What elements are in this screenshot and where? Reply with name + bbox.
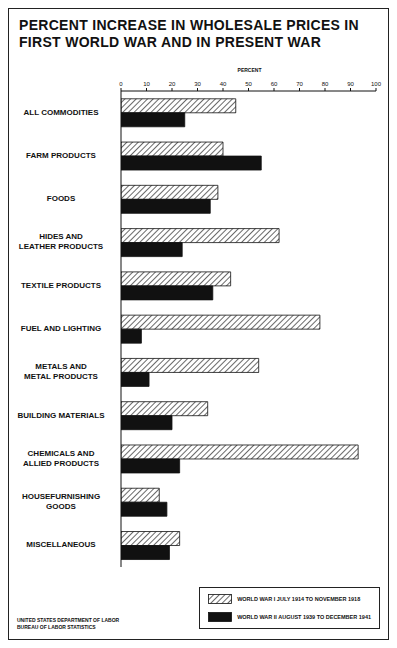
html-text:BUREAU OF LABOR STATISTICS: BUREAU OF LABOR STATISTICS [17,624,96,630]
html-text:WORLD WAR I JULY 1914 TO NOVEM: WORLD WAR I JULY 1914 TO NOVEMBER 1918 [237,596,361,602]
svg-text:BUILDING MATERIALS: BUILDING MATERIALS [18,411,106,420]
svg-text:MISCELLANEOUS: MISCELLANEOUS [26,540,96,549]
svg-text:70: 70 [296,81,303,87]
html-text:UNITED STATES DEPARTMENT OF LA: UNITED STATES DEPARTMENT OF LABOR [17,617,120,623]
svg-text:80: 80 [322,81,329,87]
svg-text:FOODS: FOODS [47,194,76,203]
html-text:PERCENT INCREASE IN WHOLESALE: PERCENT INCREASE IN WHOLESALE PRICES IN … [19,17,359,50]
svg-text:40: 40 [220,81,227,87]
svg-text:0: 0 [119,81,123,87]
svg-text:CHEMICALS ANDALLIED PRODUCTS: CHEMICALS ANDALLIED PRODUCTS [23,449,100,468]
svg-text:50: 50 [245,81,252,87]
svg-text:METALS ANDMETAL PRODUCTS: METALS ANDMETAL PRODUCTS [24,362,99,381]
svg-text:HOUSEFURNISHINGGOODS: HOUSEFURNISHINGGOODS [22,492,100,511]
svg-text:ALL COMMODITIES: ALL COMMODITIES [24,108,100,117]
svg-text:HIDES ANDLEATHER PRODUCTS: HIDES ANDLEATHER PRODUCTS [19,233,104,252]
svg-text:10: 10 [143,81,150,87]
svg-text:FUEL AND LIGHTING: FUEL AND LIGHTING [21,324,101,333]
svg-text:20: 20 [169,81,176,87]
html-text:WORLD WAR II AUGUST 1939 TO DE: WORLD WAR II AUGUST 1939 TO DECEMBER 194… [237,614,371,620]
svg-text:FARM PRODUCTS: FARM PRODUCTS [26,151,96,160]
svg-text:100: 100 [371,81,382,87]
html-text:PERCENT: PERCENT [237,67,262,73]
svg-text:60: 60 [271,81,278,87]
svg-text:90: 90 [347,81,354,87]
svg-text:30: 30 [194,81,201,87]
svg-text:TEXTILE PRODUCTS: TEXTILE PRODUCTS [21,281,102,290]
